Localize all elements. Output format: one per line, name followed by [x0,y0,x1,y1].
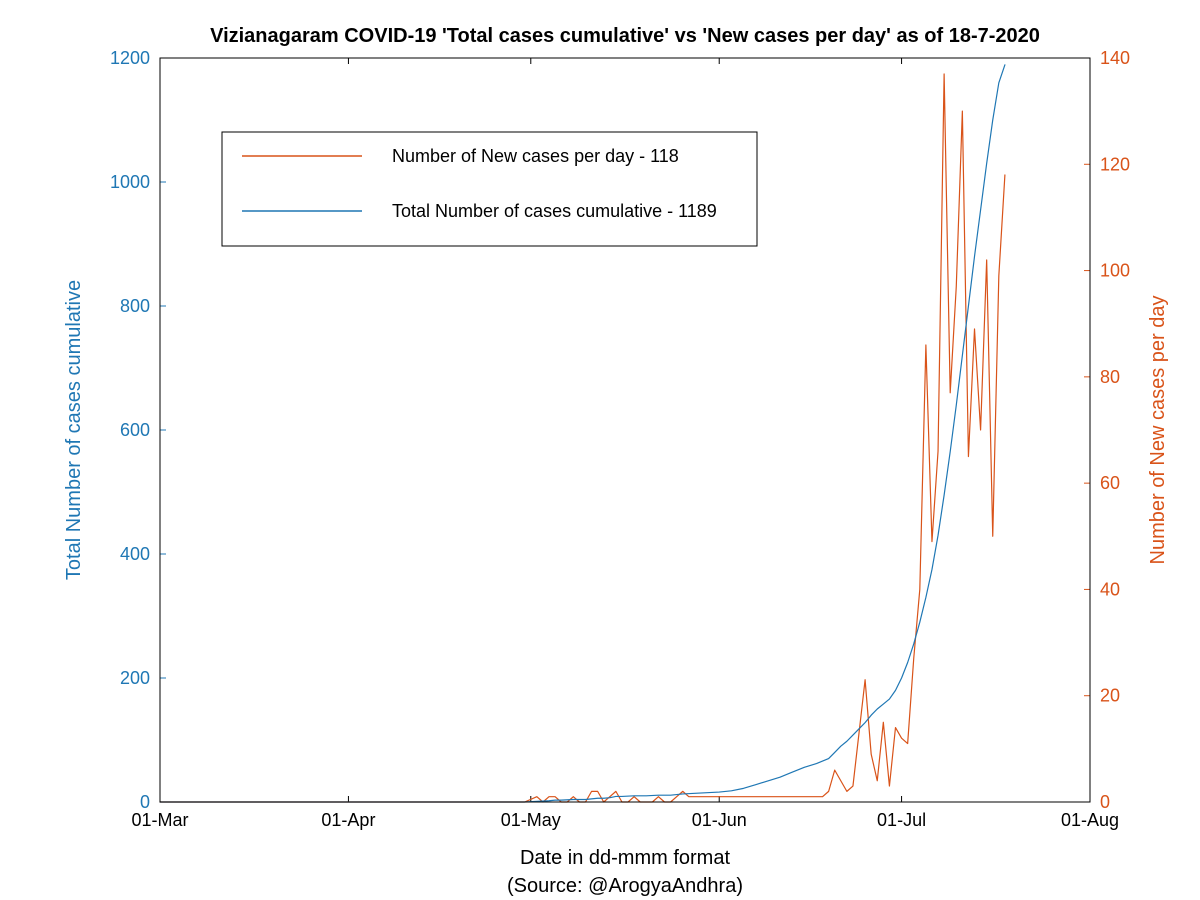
yR-tick-label: 20 [1100,686,1120,706]
yL-tick-label: 1000 [110,172,150,192]
x-axis-label-2: (Source: @ArogyaAndhra) [507,875,743,897]
yR-tick-label: 120 [1100,154,1130,174]
yL-tick-label: 0 [140,792,150,812]
yR-tick-label: 140 [1100,48,1130,68]
x-tick-label: 01-May [501,810,561,830]
yR-tick-label: 40 [1100,579,1120,599]
chart-container: 01-Mar01-Apr01-May01-Jun01-Jul01-Aug0200… [0,0,1200,900]
legend-label: Total Number of cases cumulative - 1189 [392,201,717,221]
x-tick-label: 01-Mar [131,810,188,830]
yL-axis-label: Total Number of cases cumulative [63,280,85,580]
yR-tick-label: 0 [1100,792,1110,812]
yR-tick-label: 100 [1100,261,1130,281]
yR-axis-label: Number of New cases per day [1147,295,1169,564]
yL-tick-label: 400 [120,544,150,564]
x-tick-label: 01-Aug [1061,810,1119,830]
yL-tick-label: 800 [120,296,150,316]
x-axis-label-1: Date in dd-mmm format [520,847,730,869]
x-tick-label: 01-Jun [692,810,747,830]
yR-tick-label: 60 [1100,473,1120,493]
yL-tick-label: 600 [120,420,150,440]
x-tick-label: 01-Jul [877,810,926,830]
chart-svg: 01-Mar01-Apr01-May01-Jun01-Jul01-Aug0200… [0,0,1200,900]
yR-tick-label: 80 [1100,367,1120,387]
yL-tick-label: 200 [120,668,150,688]
chart-title: Vizianagaram COVID-19 'Total cases cumul… [210,25,1040,47]
yL-tick-label: 1200 [110,48,150,68]
x-tick-label: 01-Apr [321,810,375,830]
legend-label: Number of New cases per day - 118 [392,146,679,166]
